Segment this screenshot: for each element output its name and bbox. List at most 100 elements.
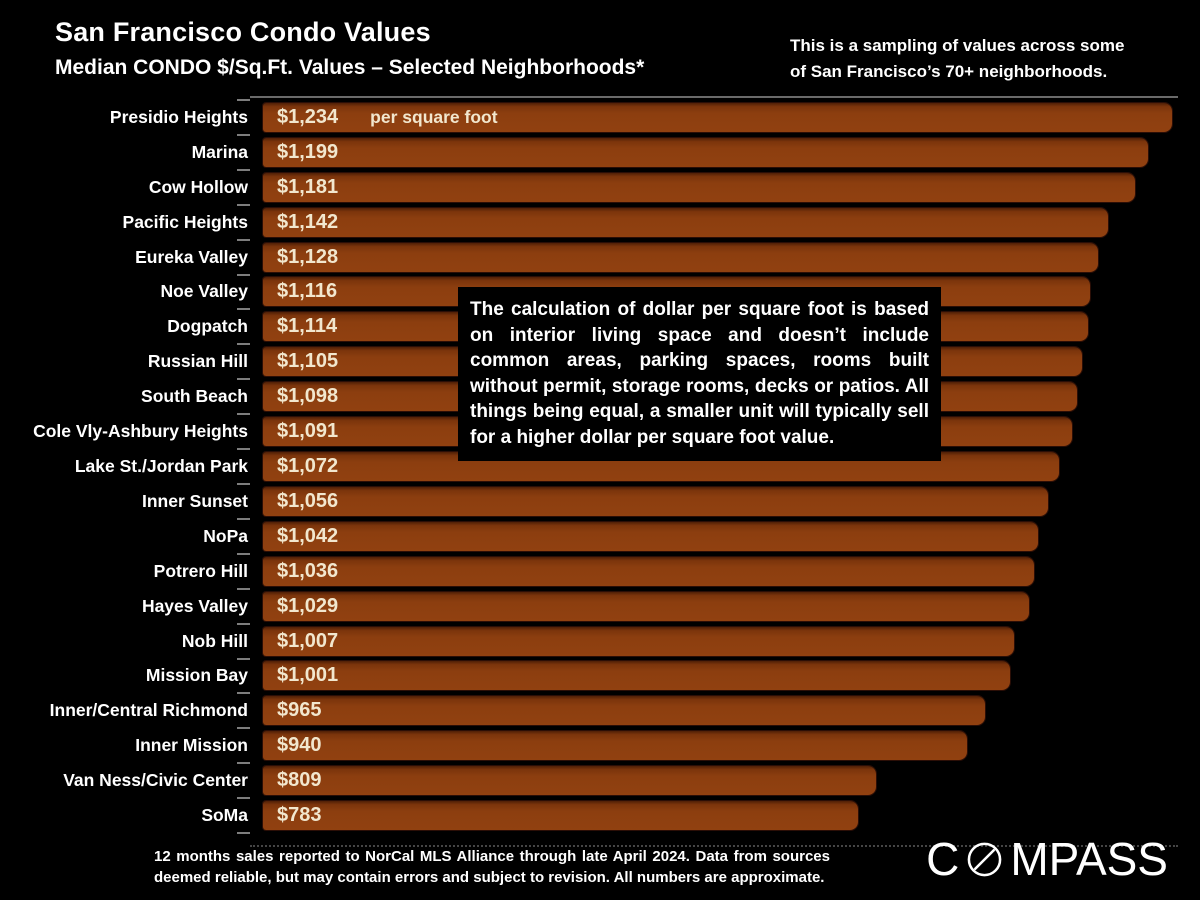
bar: $965	[263, 696, 985, 726]
bar-area: $1,199	[263, 135, 1172, 170]
chart-row: Presidio Heights $1,234 per square foot	[0, 99, 1200, 135]
bar: $1,142	[263, 207, 1108, 237]
chart-row: Pacific Heights $1,142	[0, 203, 1200, 240]
bar: $1,128	[263, 242, 1099, 272]
row-label: Cole Vly-Ashbury Heights	[33, 421, 248, 442]
bar: $1,042	[263, 521, 1039, 551]
bar-chart: Presidio Heights $1,234 per square foot Mar…	[0, 96, 1200, 834]
bar-value: $1,199	[277, 140, 339, 163]
bar: $940	[263, 731, 968, 761]
bar-value: $1,116	[277, 280, 338, 303]
bar: $1,007	[263, 626, 1014, 656]
bar-value: $1,114	[277, 315, 338, 338]
bar-value: $1,234	[277, 105, 339, 128]
callout-box: The calculation of dollar per square foo…	[458, 287, 941, 461]
bar-value: $1,029	[277, 594, 339, 617]
sampling-note: This is a sampling of values across some…	[790, 36, 1125, 81]
bar-value: $965	[277, 699, 322, 722]
chart-row: NoPa $1,042	[0, 517, 1200, 554]
logo-letter-c: C	[926, 833, 960, 885]
bar-area: $1,234 per square foot	[263, 100, 1172, 135]
bar: $1,056	[263, 486, 1048, 516]
chart-row: Mission Bay $1,001	[0, 657, 1200, 694]
logo-letters-mpass: MPASS	[1010, 833, 1168, 885]
bar-area: $1,007	[263, 624, 1172, 659]
row-label: Inner Sunset	[142, 490, 248, 511]
unit-note: per square foot	[370, 106, 498, 127]
page-subtitle: Median CONDO $/Sq.Ft. Values – Selected …	[55, 55, 645, 79]
bar-area: $1,128	[263, 240, 1172, 275]
bar-area: $783	[263, 798, 1172, 833]
row-label: Inner Mission	[135, 735, 248, 756]
row-label: Noe Valley	[160, 281, 248, 302]
bar-area: $1,181	[263, 170, 1172, 205]
bar: $809	[263, 766, 877, 796]
x-axis-line	[250, 845, 1178, 847]
row-label: Inner/Central Richmond	[49, 700, 248, 721]
bar: $1,199	[263, 137, 1148, 167]
chart-row: Potrero Hill $1,036	[0, 552, 1200, 589]
bar: $1,036	[263, 556, 1034, 586]
bar-value: $1,128	[277, 245, 339, 268]
row-label: Lake St./Jordan Park	[74, 456, 248, 477]
chart-row: Nob Hill $1,007	[0, 622, 1200, 659]
bar-value: $1,091	[277, 420, 339, 443]
row-label: Marina	[191, 141, 248, 162]
footnote: 12 months sales reported to NorCal MLS A…	[154, 848, 830, 886]
bar-value: $1,036	[277, 559, 339, 582]
row-label: Russian Hill	[147, 351, 248, 372]
bar-value: $1,181	[277, 175, 339, 198]
bar-area: $940	[263, 728, 1172, 763]
row-label: South Beach	[141, 386, 248, 407]
row-label: Van Ness/Civic Center	[63, 770, 248, 791]
bar: $1,234 per square foot	[263, 102, 1172, 132]
chart-row: Inner Mission $940	[0, 727, 1200, 763]
row-label: SoMa	[201, 805, 248, 826]
bar: $1,181	[263, 172, 1135, 202]
chart-row: Hayes Valley $1,029	[0, 587, 1200, 624]
row-label: Eureka Valley	[135, 246, 248, 267]
chart-row: Inner Sunset $1,056	[0, 482, 1200, 519]
row-label: Mission Bay	[145, 665, 248, 686]
bar: $1,001	[263, 661, 1010, 691]
bar-value: $1,142	[277, 210, 339, 233]
bar-value: $940	[277, 734, 322, 757]
bar-area: $1,029	[263, 589, 1172, 624]
row-label: Cow Hollow	[148, 176, 248, 197]
page-title: San Francisco Condo Values	[55, 17, 431, 47]
bar: $783	[263, 801, 858, 831]
bar-value: $1,007	[277, 629, 339, 652]
row-label: Pacific Heights	[122, 211, 248, 232]
bar-value: $1,098	[277, 385, 339, 408]
header: San Francisco Condo Values Median CONDO …	[55, 16, 644, 80]
bar-area: $1,142	[263, 205, 1172, 240]
bar-area: $965	[263, 693, 1172, 728]
chart-row: Eureka Valley $1,128	[0, 238, 1200, 275]
bar: $1,029	[263, 591, 1030, 621]
chart-row: Marina $1,199	[0, 133, 1200, 170]
bar-value: $809	[277, 769, 322, 792]
chart-row: Inner/Central Richmond $965	[0, 692, 1200, 728]
bar-value: $1,001	[277, 664, 339, 687]
chart-row: Van Ness/Civic Center $809	[0, 762, 1200, 798]
bar-area: $1,001	[263, 659, 1172, 694]
chart-row: SoMa $783	[0, 797, 1200, 834]
bar-value: $783	[277, 804, 322, 827]
bar-area: $1,036	[263, 554, 1172, 589]
row-label: Nob Hill	[181, 630, 248, 651]
bar-value: $1,042	[277, 524, 339, 547]
bar-area: $1,042	[263, 519, 1172, 554]
row-label: Presidio Heights	[109, 106, 248, 127]
row-label: NoPa	[203, 525, 248, 546]
bar-area: $1,056	[263, 484, 1172, 519]
bar-value: $1,056	[277, 489, 339, 512]
compass-logo: C MPASS	[926, 836, 1168, 882]
bar-value: $1,072	[277, 455, 339, 478]
bar-area: $809	[263, 763, 1172, 798]
row-label: Potrero Hill	[153, 560, 248, 581]
row-label: Dogpatch	[167, 316, 248, 337]
row-label: Hayes Valley	[141, 595, 248, 616]
bar-value: $1,105	[277, 350, 339, 373]
chart-row: Cow Hollow $1,181	[0, 168, 1200, 205]
